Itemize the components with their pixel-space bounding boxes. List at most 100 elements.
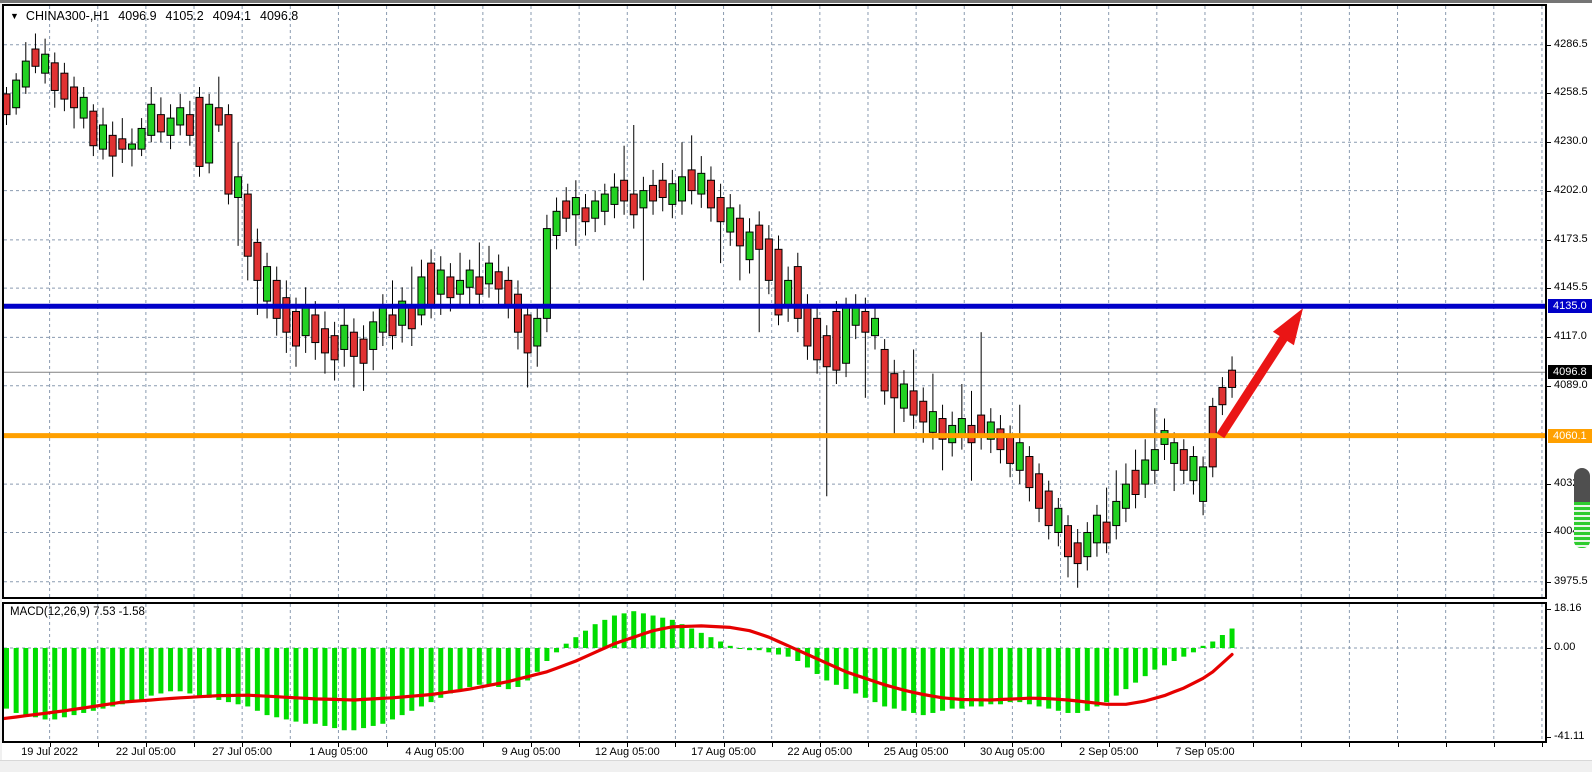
macd-histogram-bar	[689, 628, 695, 648]
candle-body	[620, 179, 629, 202]
candle-body	[1092, 514, 1101, 544]
candle-body	[919, 400, 928, 423]
candle-body	[600, 193, 609, 212]
price-axis-label: 3975.5	[1554, 574, 1588, 587]
macd-histogram-bar	[515, 648, 521, 687]
time-tick	[675, 743, 677, 747]
macd-histogram-bar	[129, 648, 135, 703]
candle-body	[118, 138, 127, 150]
candle-body	[571, 197, 580, 216]
candle-body	[832, 310, 841, 371]
macd-histogram-bar	[418, 648, 424, 707]
macd-histogram-bar	[100, 648, 106, 709]
macd-histogram-bar	[361, 648, 367, 729]
candle-body	[1083, 531, 1092, 558]
price-scale[interactable]: 4286.5 4258.5 4230.0 4202.0 4173.5 4145.5 4117…	[1547, 4, 1592, 758]
macd-histogram-bar	[486, 648, 492, 685]
price-axis-label: 4089.0	[1554, 378, 1588, 391]
candle-body	[735, 217, 744, 247]
macd-histogram-bar	[312, 648, 318, 724]
macd-histogram-bar	[679, 624, 685, 648]
time-axis-label: 22 Jul 05:00	[115, 746, 176, 758]
candle-body	[398, 300, 407, 326]
macd-histogram-bar	[708, 637, 714, 648]
macd-histogram-bar	[390, 648, 395, 720]
candle-body	[1170, 442, 1179, 464]
macd-histogram-bar	[814, 648, 820, 674]
candle-body	[649, 184, 658, 202]
macd-histogram-bar	[959, 648, 965, 709]
time-tick	[1445, 743, 1447, 747]
candle-body	[1189, 456, 1198, 482]
last-price-badge: 4096.8	[1548, 365, 1592, 380]
candle-body	[1015, 442, 1024, 471]
macd-histogram-bar	[660, 617, 666, 648]
macd-histogram-bar	[554, 648, 560, 653]
price-tick	[1547, 142, 1551, 144]
candle-body	[485, 262, 493, 285]
time-tick	[1493, 743, 1495, 747]
candle-body	[494, 271, 503, 290]
candle-body	[726, 207, 735, 233]
macd-histogram-bar	[1094, 648, 1100, 707]
macd-canvas[interactable]	[4, 604, 1545, 741]
candle-body	[1102, 521, 1111, 544]
candle-body	[1141, 459, 1150, 485]
macd-histogram-bar	[1113, 648, 1119, 696]
main-chart-pane: ▼ CHINA300-,H1 4096.9 4105.2 4094.1 4096.8	[2, 4, 1547, 599]
macd-histogram-bar	[177, 648, 183, 692]
macd-histogram-bar	[187, 648, 193, 694]
main-chart-canvas[interactable]	[4, 6, 1545, 597]
window-top-border	[0, 0, 1592, 3]
macd-histogram-bar	[785, 648, 791, 657]
time-axis-label: 27 Jul 05:00	[212, 746, 273, 758]
candle-body	[446, 276, 455, 299]
candle-body	[359, 338, 368, 364]
candle-body	[320, 328, 329, 354]
candle-body	[678, 176, 686, 202]
candle-body	[1064, 525, 1072, 558]
macd-histogram-bar	[148, 648, 154, 696]
macd-histogram-bar	[283, 648, 289, 720]
macd-histogram-bar	[1017, 648, 1023, 703]
macd-histogram-bar	[766, 648, 772, 653]
macd-histogram-bar	[920, 648, 926, 716]
symbol-dropdown-icon[interactable]: ▼	[10, 11, 19, 21]
candle-body	[99, 124, 107, 150]
macd-histogram-bar	[737, 648, 743, 649]
macd-histogram-bar	[1200, 645, 1206, 648]
time-tick	[194, 743, 196, 747]
macd-histogram-bar	[1190, 648, 1196, 653]
price-axis-label: 4145.5	[1554, 281, 1588, 294]
candle-body	[185, 114, 194, 136]
macd-histogram-bar	[496, 648, 502, 687]
candle-body	[591, 200, 600, 219]
time-tick	[627, 743, 629, 747]
candle-body	[456, 279, 465, 295]
macd-histogram-bar	[370, 648, 376, 726]
trend-arrow-head[interactable]	[1272, 308, 1303, 346]
candle-body	[60, 72, 69, 100]
time-axis-label: 1 Aug 05:00	[309, 746, 368, 758]
macd-signal-line	[4, 624, 1234, 721]
macd-histogram-bar	[42, 648, 48, 720]
macd-histogram-bar	[1036, 648, 1042, 707]
candle-body	[214, 107, 223, 126]
candle-body	[986, 421, 995, 440]
time-tick	[1012, 743, 1014, 747]
candle-body	[755, 224, 764, 250]
time-axis-label: 9 Aug 05:00	[501, 746, 561, 758]
time-scale[interactable]: 19 Jul 2022 22 Jul 05:00 27 Jul 05:00 1 Aug…	[2, 743, 1547, 760]
macd-histogram-bar	[90, 648, 96, 711]
candle-body	[108, 134, 117, 157]
time-tick	[482, 743, 484, 747]
candle-body	[417, 276, 426, 316]
candle-body	[475, 276, 484, 295]
price-axis-label: 4230.0	[1554, 135, 1588, 148]
time-tick	[771, 743, 773, 747]
trend-arrow-shaft[interactable]	[1216, 331, 1291, 439]
scrollbar-thumb[interactable]	[1574, 468, 1590, 548]
price-tick	[1547, 337, 1551, 339]
candle-body	[1131, 469, 1140, 496]
candle-body	[668, 183, 677, 205]
